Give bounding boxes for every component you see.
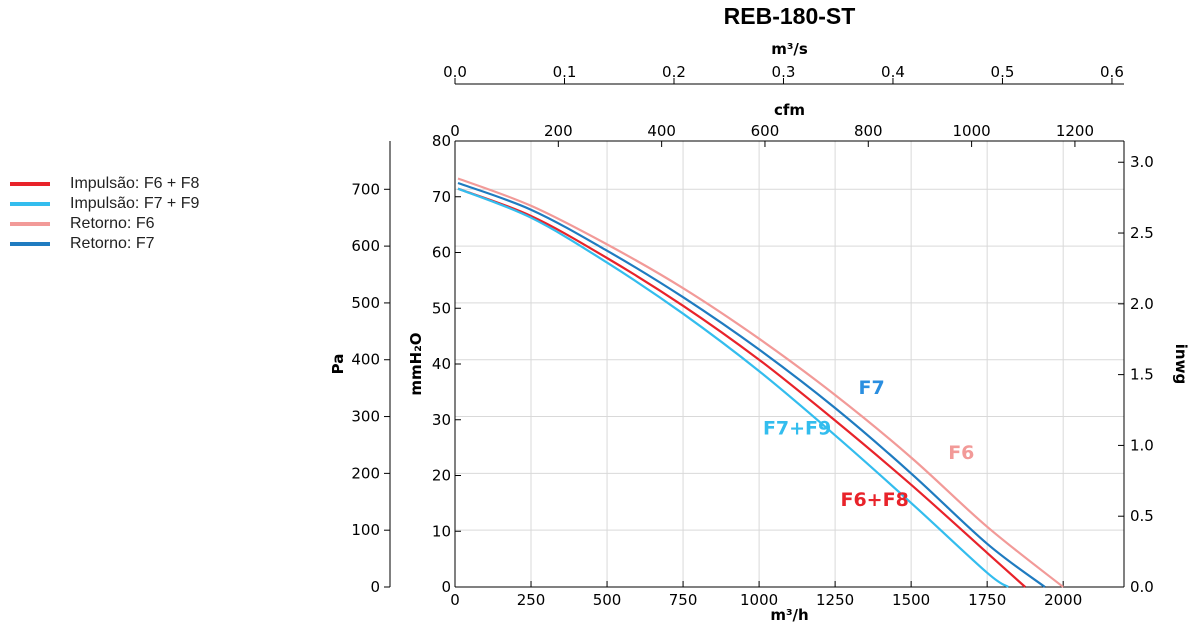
curve-annotation: F7 (859, 377, 885, 399)
pa-tick-label: 300 (351, 408, 380, 426)
cfm-tick-label: 1200 (1056, 122, 1094, 140)
mmh2o-axis-label: mmH₂O (407, 332, 425, 395)
cfm-tick-label: 0 (450, 122, 460, 140)
inwg-tick-label: 3.0 (1130, 153, 1154, 171)
x-tick-label: 1750 (968, 591, 1006, 609)
x-tick-label: 500 (593, 591, 622, 609)
mmh2o-tick-label: 20 (432, 467, 451, 485)
m3s-tick-label: 0.4 (881, 63, 905, 81)
m3s-axis-label: m³/s (771, 40, 808, 58)
mmh2o-tick-label: 0 (441, 578, 451, 596)
x-axis-label: m³/h (770, 606, 808, 624)
legend-label: Impulsão: F6 + F8 (70, 175, 200, 192)
series-line-retorno-f6 (457, 177, 1064, 588)
cfm-tick-label: 600 (751, 122, 780, 140)
m3s-tick-label: 0.0 (443, 63, 467, 81)
series-lines (457, 177, 1064, 588)
pa-tick-label: 700 (351, 180, 380, 198)
cfm-tick-label: 400 (647, 122, 676, 140)
mmh2o-tick-label: 10 (432, 522, 451, 540)
x-tick-label: 1500 (892, 591, 930, 609)
curve-annotation: F7+F9 (763, 418, 831, 440)
x-tick-label: 1250 (816, 591, 854, 609)
x-tick-label: 1000 (740, 591, 778, 609)
mmh2o-tick-label: 60 (432, 244, 451, 262)
x-tick-label: 750 (669, 591, 698, 609)
x-tick-label: 2000 (1044, 591, 1082, 609)
inwg-tick-label: 2.5 (1130, 224, 1154, 242)
inwg-tick-label: 0.5 (1130, 507, 1154, 525)
inwg-tick-label: 1.5 (1130, 366, 1154, 384)
legend-item-impulsao-f6-f8: Impulsão: F6 + F8 (10, 174, 199, 194)
chart-legend: Impulsão: F6 + F8 Impulsão: F7 + F9 Reto… (10, 174, 199, 254)
chart-title: REB-180-ST (723, 3, 856, 29)
legend-item-retorno-f7: Retorno: F7 (10, 234, 199, 254)
axis-labels: m³/h cfm m³/s Pa mmH₂O inwg (329, 40, 1190, 624)
legend-label: Impulsão: F7 + F9 (70, 195, 200, 212)
grid (454, 141, 1124, 588)
pa-tick-label: 400 (351, 351, 380, 369)
x-tick-label: 0 (450, 591, 460, 609)
inwg-tick-label: 2.0 (1130, 295, 1154, 313)
legend-swatch (10, 182, 50, 186)
pa-tick-label: 500 (351, 294, 380, 312)
legend-swatch (10, 222, 50, 226)
series-line-impulsao-f7-f9 (457, 187, 1010, 588)
m3s-tick-label: 0.3 (772, 63, 796, 81)
mmh2o-tick-label: 40 (432, 355, 451, 373)
pa-tick-label: 0 (370, 578, 380, 596)
cfm-tick-label: 200 (544, 122, 573, 140)
cfm-tick-label: 800 (854, 122, 883, 140)
m3s-tick-label: 0.1 (553, 63, 577, 81)
mmh2o-tick-label: 50 (432, 299, 451, 317)
axes (384, 78, 1125, 588)
series-line-retorno-f7 (457, 181, 1046, 588)
legend-label: Retorno: F6 (70, 215, 155, 232)
legend-label: Retorno: F7 (70, 235, 155, 252)
legend-swatch (10, 202, 50, 206)
pa-axis-label: Pa (329, 354, 347, 375)
legend-item-retorno-f6: Retorno: F6 (10, 214, 199, 234)
m3s-tick-label: 0.5 (991, 63, 1015, 81)
curve-annotation: F6+F8 (840, 489, 908, 511)
inwg-axis-label: inwg (1172, 344, 1190, 384)
mmh2o-tick-label: 70 (432, 188, 451, 206)
inwg-tick-label: 0.0 (1130, 578, 1154, 596)
curve-annotation: F6 (948, 442, 974, 464)
legend-swatch (10, 242, 50, 246)
inwg-tick-label: 1.0 (1130, 436, 1154, 454)
m3s-tick-label: 0.2 (662, 63, 686, 81)
mmh2o-tick-label: 80 (432, 132, 451, 150)
pa-tick-label: 100 (351, 521, 380, 539)
x-tick-label: 250 (517, 591, 546, 609)
pa-tick-label: 200 (351, 464, 380, 482)
annotations: F7 F7+F9 F6 F6+F8 (763, 377, 974, 511)
pa-tick-label: 600 (351, 237, 380, 255)
cfm-axis-label: cfm (774, 101, 805, 119)
series-line-impulsao-f6-f8 (457, 187, 1026, 588)
legend-item-impulsao-f7-f9: Impulsão: F7 + F9 (10, 194, 199, 214)
m3s-tick-label: 0.6 (1100, 63, 1124, 81)
cfm-tick-label: 1000 (953, 122, 991, 140)
mmh2o-tick-label: 30 (432, 411, 451, 429)
